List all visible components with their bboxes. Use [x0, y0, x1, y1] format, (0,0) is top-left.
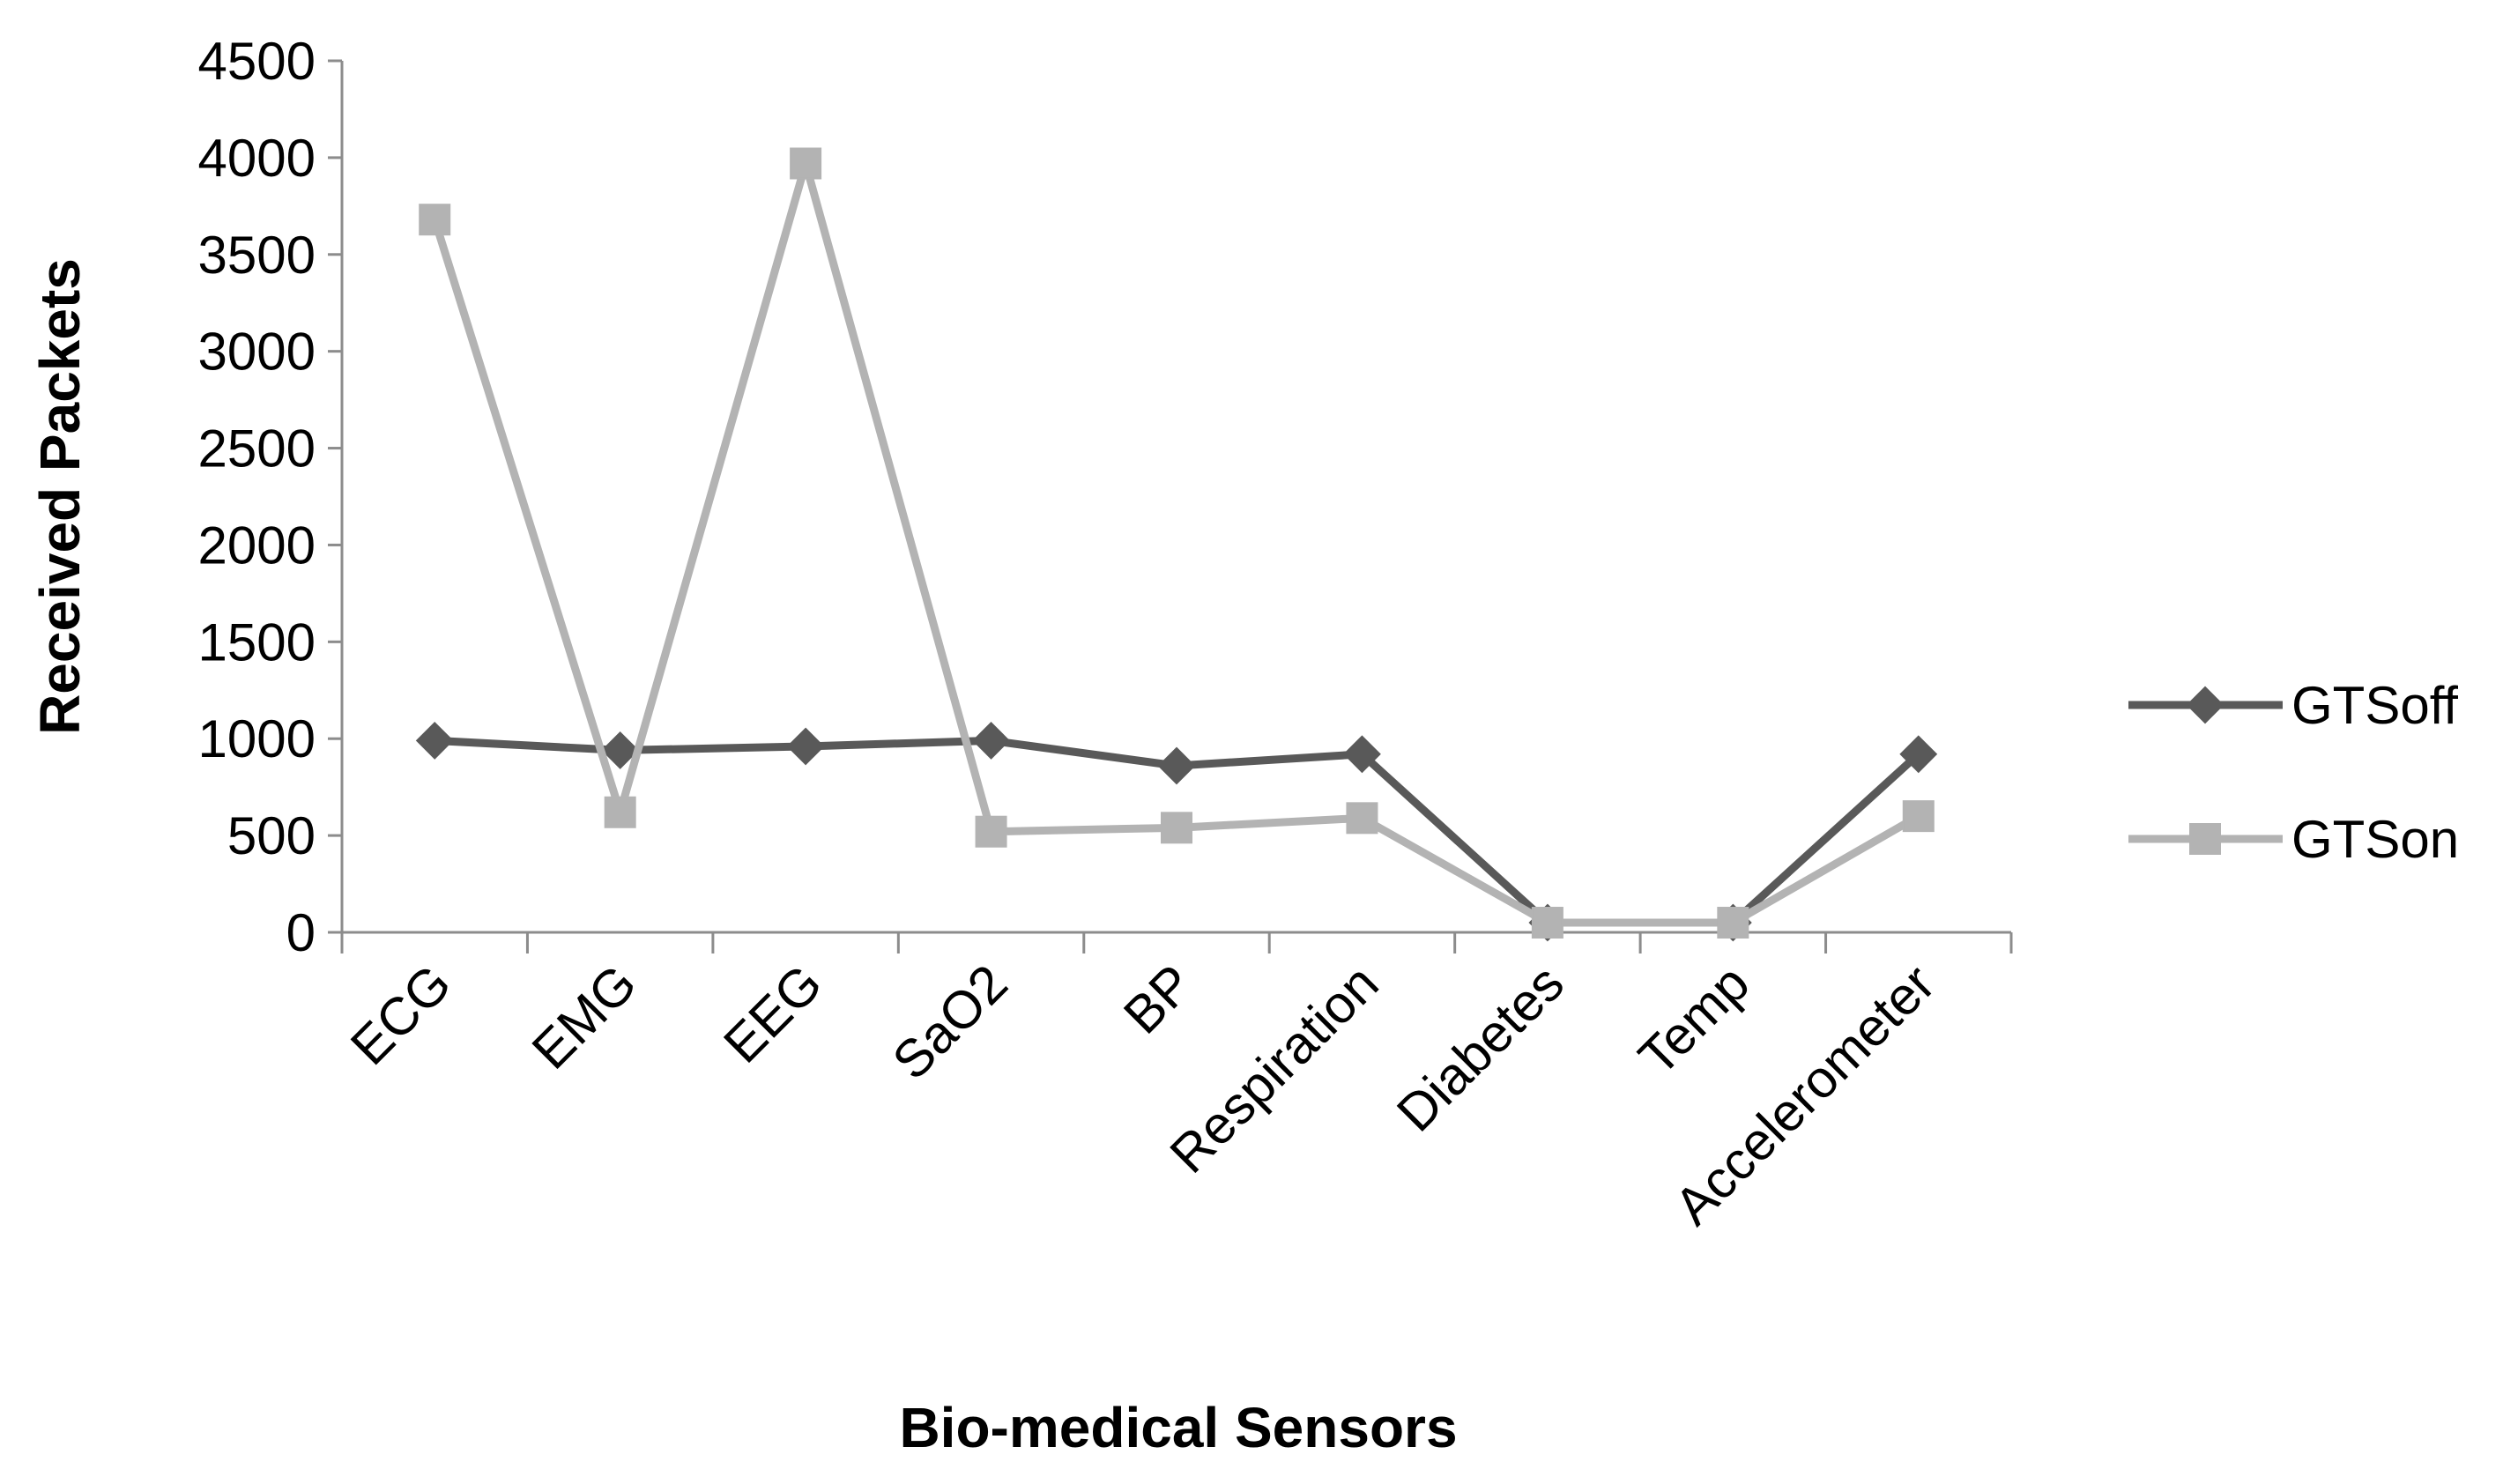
legend-marker	[2189, 823, 2221, 855]
y-axis: 0 500 1000 1500 2000 2500 3000 3500 4000 4500	[198, 32, 344, 962]
series-gtson	[419, 147, 1935, 939]
y-tick-label: 1500	[198, 612, 316, 672]
data-point-gtson	[604, 796, 636, 828]
x-tick-label: BP	[1112, 953, 1204, 1045]
legend-item-gtson: GTSon	[2128, 810, 2459, 869]
y-tick-label: 2500	[198, 419, 316, 479]
x-tick-label: EMG	[521, 953, 648, 1080]
data-point-gtson	[975, 815, 1007, 848]
x-tick-label: ECG	[339, 953, 462, 1076]
y-tick-label: 4500	[198, 32, 316, 91]
y-tick-label: 1000	[198, 709, 316, 768]
data-point-gtsoff	[1343, 735, 1381, 774]
data-point-gtsoff	[786, 727, 825, 766]
y-tick-label: 3000	[198, 323, 316, 382]
y-tick-label: 500	[227, 806, 316, 865]
data-point-gtson	[1902, 800, 1935, 833]
data-point-gtson	[1346, 802, 1378, 835]
x-axis-title: Bio-medical Sensors	[899, 1396, 1457, 1459]
series-line-gtson	[430, 159, 1921, 927]
data-point-gtsoff	[1899, 735, 1938, 774]
data-point-gtson	[1161, 812, 1192, 844]
y-tick-label: 2000	[198, 516, 316, 575]
data-point-gtsoff	[601, 731, 640, 769]
legend-label: GTSon	[2291, 810, 2459, 869]
x-tick-label: SaO2	[881, 953, 1019, 1091]
y-tick-label: 0	[286, 903, 316, 962]
x-tick-label: Temp	[1627, 953, 1760, 1087]
data-point-gtson	[419, 204, 451, 236]
legend-marker	[2186, 686, 2224, 724]
x-tick-label: EEG	[712, 953, 833, 1074]
data-point-gtson	[1531, 907, 1563, 939]
data-point-gtsoff	[972, 722, 1010, 760]
data-point-gtson	[1717, 907, 1749, 939]
data-point-gtsoff	[1157, 746, 1196, 785]
series-layer	[415, 147, 1938, 942]
data-point-gtsoff	[415, 722, 454, 760]
y-tick-label: 4000	[198, 129, 316, 188]
x-tick-label: Diabetes	[1385, 953, 1575, 1143]
legend-label: GTSoff	[2291, 676, 2458, 735]
data-point-gtson	[790, 147, 822, 180]
legend-item-gtsoff: GTSoff	[2128, 676, 2458, 735]
legend: GTSoff GTSon	[2128, 676, 2459, 869]
y-tick-label: 3500	[198, 226, 316, 285]
y-axis-title: Received Packets	[28, 258, 92, 735]
